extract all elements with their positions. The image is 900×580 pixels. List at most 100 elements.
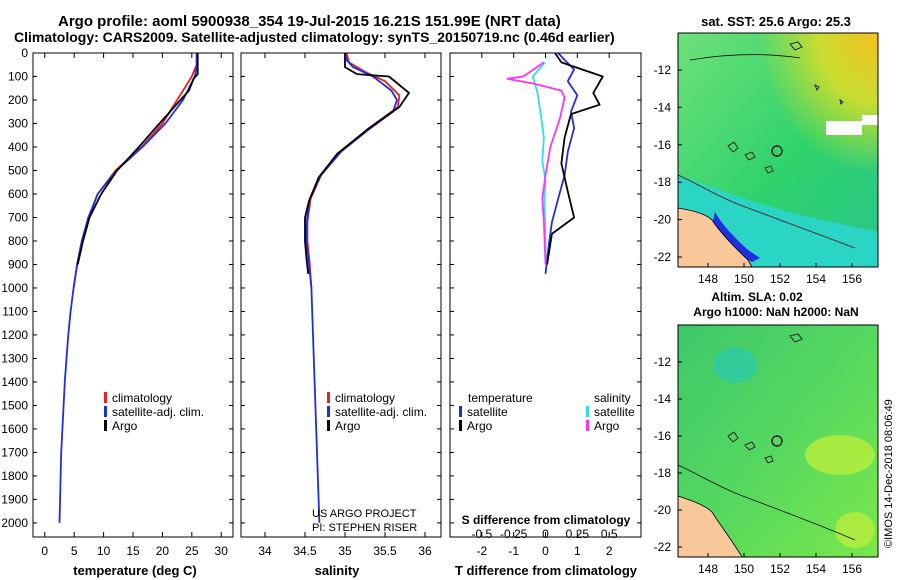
y-tick-label: 200 — [8, 93, 28, 107]
x-tick-label: -1 — [508, 544, 519, 558]
y-tick-label: 500 — [8, 163, 28, 177]
map-x-tick-label: 154 — [806, 562, 826, 576]
legend-label-s-argo: Argo — [594, 419, 620, 433]
x-tick-label: 34.5 — [293, 544, 317, 558]
legend-swatch-s-argo — [586, 420, 589, 431]
x-tick-label: 15 — [126, 544, 140, 558]
map-x-tick-label: 154 — [806, 272, 826, 286]
map-y-tick-label: -16 — [654, 138, 672, 152]
y-tick-label: 1400 — [1, 375, 28, 389]
sla-map-high-patch — [835, 512, 875, 548]
sst-map-cloud-gap — [862, 115, 878, 125]
legend-label-t-argo: Argo — [467, 419, 493, 433]
sla-map-high-patch — [805, 435, 875, 475]
legend-label-climatology: climatology — [112, 391, 172, 405]
sla-map-low-patch — [713, 347, 757, 383]
sst-map: sat. SST: 25.6 Argo: 25.3 — [677, 14, 879, 268]
map-y-tick-label: -14 — [654, 392, 672, 406]
legend-label-s-satellite: satellite — [594, 405, 635, 419]
y-tick-label: 1600 — [1, 422, 28, 436]
legend-swatch-satellite — [104, 406, 107, 417]
legend-label-satellite: satellite-adj. clim. — [335, 405, 427, 419]
x-tick-label-salinity: 0.5 — [601, 527, 618, 541]
difference-legend: temperature salinity satellite Argo sate… — [459, 391, 635, 433]
salinity-legend: climatology satellite-adj. clim. Argo US… — [312, 391, 427, 534]
map-x-tick-label: 150 — [734, 272, 754, 286]
map-y-tick-label: -20 — [654, 213, 672, 227]
sla-map: Altim. SLA: 0.02 Argo h1000: NaN h2000: … — [677, 290, 879, 558]
sla-map-title1: Altim. SLA: 0.02 — [711, 290, 803, 304]
series-line-satellite-adj-clim- — [58, 53, 199, 523]
y-tick-label: 1700 — [1, 445, 28, 459]
sst-map-title: sat. SST: 25.6 Argo: 25.3 — [701, 14, 851, 29]
x-tick-label: -2 — [476, 544, 487, 558]
x-tick-label: 35 — [338, 544, 352, 558]
sla-map-land — [677, 495, 743, 558]
y-tick-label: 400 — [8, 140, 28, 154]
map-x-tick-label: 152 — [770, 562, 790, 576]
project-credit-line1: US ARGO PROJECT — [312, 508, 417, 520]
x-tick-label: 10 — [97, 544, 111, 558]
x-tick-label-salinity: -0.5 — [471, 527, 492, 541]
map-y-tick-label: -18 — [654, 175, 672, 189]
series-line-argo — [304, 53, 410, 275]
map-x-tick-label: 156 — [842, 562, 862, 576]
header-line2: Climatology: CARS2009. Satellite-adjuste… — [14, 29, 615, 45]
map-axes: -12 -14 -16 -18 -20 -22 148 150 152 154 156 -12 -14 -… — [654, 63, 863, 576]
x-tick-label: 36 — [418, 544, 432, 558]
y-tick-label: 2000 — [1, 516, 28, 530]
salinity-panel: 34 34.5 35 35.5 36 — [240, 52, 442, 558]
legend-swatch-argo — [104, 420, 107, 431]
legend-swatch-satellite — [327, 406, 330, 417]
sst-map-frame — [677, 32, 879, 268]
sla-map-frame — [677, 324, 879, 558]
legend-label-climatology: climatology — [335, 391, 395, 405]
series-line-satellite-adj-clim- — [305, 52, 398, 523]
x-tick-label: 34 — [258, 544, 272, 558]
map-y-tick-label: -18 — [654, 466, 672, 480]
legend-swatch-climatology — [104, 392, 107, 403]
sst-map-islands — [727, 41, 844, 174]
y-tick-label: 800 — [8, 234, 28, 248]
x-tick-label-salinity: 0 — [542, 527, 549, 541]
series-line-temperature-argo — [546, 52, 604, 265]
x-tick-label: 0 — [542, 544, 549, 558]
legend-swatch-s-satellite — [586, 406, 589, 417]
x-tick-label: 5 — [71, 544, 78, 558]
series-line-temperature-satellite — [544, 52, 579, 275]
legend-label-argo: Argo — [112, 419, 138, 433]
legend-swatch-climatology — [327, 392, 330, 403]
legend-title-salinity: salinity — [594, 391, 631, 405]
difference-xlabel-top: S difference from climatology — [462, 513, 631, 527]
sst-map-land — [677, 207, 753, 268]
sla-map-argo-marker — [771, 435, 783, 447]
plot-frame — [32, 52, 234, 538]
y-tick-label: 1900 — [1, 492, 28, 506]
map-y-tick-label: -20 — [654, 503, 672, 517]
sst-map-cloud-gap — [826, 121, 862, 135]
sst-map-argo-marker — [771, 145, 783, 157]
temperature-legend: climatology satellite-adj. clim. Argo — [104, 391, 204, 433]
legend-label-satellite: satellite-adj. clim. — [112, 405, 204, 419]
map-y-tick-label: -22 — [654, 250, 672, 264]
y-tick-label: 1300 — [1, 351, 28, 365]
project-credit-line2: PI: STEPHEN RISER — [312, 522, 417, 534]
map-x-tick-label: 148 — [698, 272, 718, 286]
map-x-tick-label: 156 — [842, 272, 862, 286]
series-line-climatology — [72, 53, 198, 289]
y-tick-label: 1800 — [1, 469, 28, 483]
sla-map-reef-outline — [677, 464, 856, 541]
x-tick-label-salinity: -0.25 — [500, 527, 528, 541]
map-y-tick-label: -14 — [654, 100, 672, 114]
x-tick-label: 20 — [156, 544, 170, 558]
x-tick-label: 2 — [606, 544, 613, 558]
series-line-salinity-argo — [506, 61, 566, 265]
y-tick-label: 1100 — [2, 304, 28, 318]
legend-swatch-t-satellite — [459, 406, 462, 417]
y-tick-label: 100 — [8, 69, 28, 83]
y-tick-label: 1500 — [1, 398, 28, 412]
y-tick-label: 0 — [21, 46, 28, 60]
temperature-panel: 0100200300400500600700800900100011001200… — [1, 46, 234, 558]
map-y-tick-label: -12 — [654, 355, 672, 369]
